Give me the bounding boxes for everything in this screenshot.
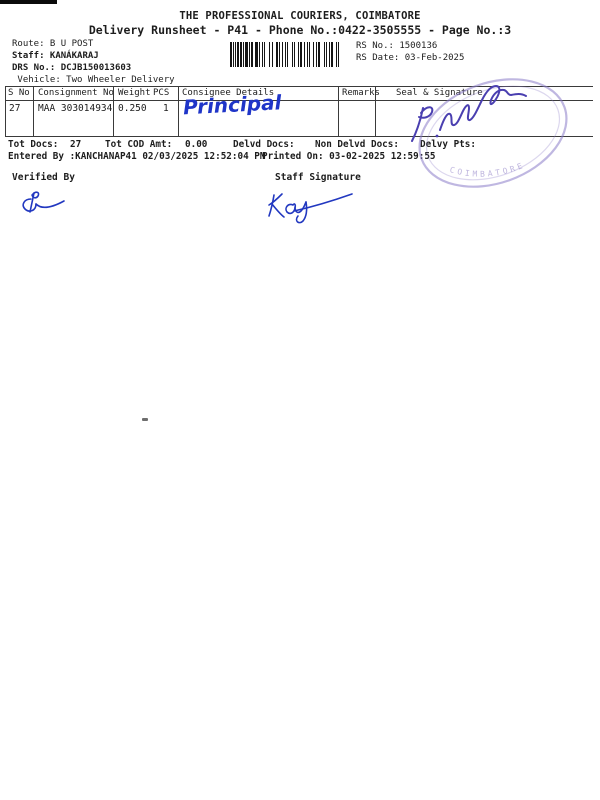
verified-by-label: Verified By (12, 172, 75, 183)
col-header-consignee: Consignee Details (182, 88, 275, 98)
table-divider-2 (113, 86, 114, 136)
col-header-weight: Weight (118, 88, 151, 98)
tot-docs-value: 27 (70, 139, 82, 150)
table-divider-3 (178, 86, 179, 136)
cell-pcs: 1 (163, 103, 169, 114)
tot-cod-label: Tot COD Amt: (105, 139, 173, 150)
col-header-pcs: PCS (153, 88, 170, 98)
table-divider-1 (33, 86, 34, 136)
non-delvd-docs-label: Non Delvd Docs: (315, 139, 399, 150)
staff-line: Staff: KANÁKARAJ (12, 51, 99, 61)
table-top-rule (5, 86, 593, 87)
scan-artifact-bar (0, 0, 57, 4)
cell-weight: 0.250 (118, 103, 147, 114)
printed-on-line: Printed On: 03-02-2025 12:59:55 (262, 151, 436, 162)
col-header-seal: Seal & Signature (396, 88, 483, 98)
vehicle-line: Vehicle: Two Wheeler Delivery (12, 75, 175, 85)
page-subtitle: Delivery Runsheet - P41 - Phone No.:0422… (88, 23, 512, 37)
delvy-pts-label: Delvy Pts: (420, 139, 476, 150)
verified-by-signature (22, 191, 65, 213)
col-header-remarks: Remarks (342, 88, 380, 98)
delvd-docs-label: Delvd Docs: (233, 139, 295, 150)
rubber-stamp (418, 78, 568, 188)
rs-date-line: RS Date: 03-Feb-2025 (356, 53, 465, 63)
scan-speck (142, 418, 148, 421)
tot-cod-value: 0.00 (185, 139, 208, 150)
page-title: THE PROFESSIONAL COURIERS, COIMBATORE (179, 10, 421, 22)
staff-signature-label: Staff Signature (275, 172, 361, 183)
tot-docs-label: Tot Docs: (8, 139, 59, 150)
rs-no-line: RS No.: 1500136 (356, 41, 438, 51)
svg-text:COIMBATORE: COIMBATORE (449, 160, 527, 178)
route-line: Route: B U POST (12, 39, 94, 49)
runsheet-barcode (230, 42, 339, 67)
table-header-rule (5, 100, 593, 101)
staff-signature (268, 193, 353, 224)
entered-by-line: Entered By :KANCHANAP41 02/03/2025 12:52… (8, 151, 266, 162)
table-divider-5 (375, 86, 376, 136)
col-header-sno: S No (8, 88, 30, 98)
table-border-left (5, 86, 6, 136)
cell-consignment: MAA 303014934 (38, 103, 113, 114)
drs-no-line: DRS No.: DCJB150013603 (12, 63, 132, 73)
table-bottom-rule (5, 136, 593, 137)
table-divider-4 (338, 86, 339, 136)
stamp-arc-text: COIMBATORE (449, 160, 524, 178)
col-header-consignment: Consignment No (38, 88, 114, 98)
cell-sno: 27 (9, 103, 21, 114)
